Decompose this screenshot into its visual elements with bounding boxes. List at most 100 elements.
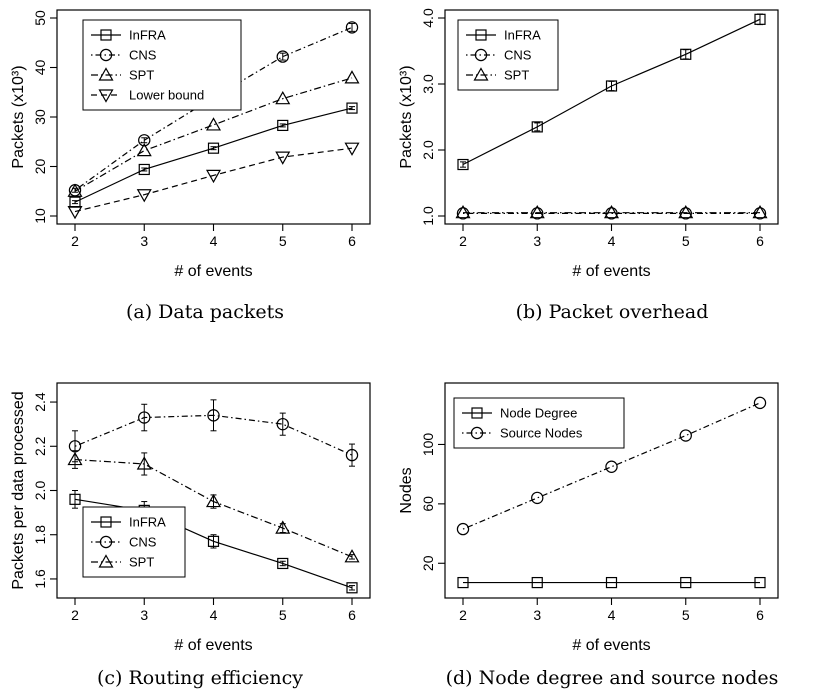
y-tick-label: 2.4 [32,392,48,412]
y-tick-label: 1.8 [32,525,48,545]
series-cns [456,207,767,220]
data-point [678,204,694,219]
x-tick-label: 6 [348,233,356,249]
x-axis-label: # of events [174,263,252,280]
legend-marker [99,535,113,549]
legend-marker [473,67,489,81]
data-point [136,456,152,470]
legend-entry: Node Degree [500,406,577,421]
data-point [680,48,692,60]
series-line [74,147,353,213]
data-point [277,557,289,570]
data-point [680,576,692,589]
y-tick-label: 1.6 [32,569,48,589]
data-point [138,163,150,176]
y-tick-label: 3.0 [420,74,436,94]
data-point [531,207,544,220]
x-tick-label: 3 [533,233,541,249]
panel-caption: (a) Data packets [126,301,284,323]
x-tick-label: 5 [279,233,287,249]
x-tick-label: 2 [459,607,467,623]
data-point [67,451,83,466]
data-point [531,121,543,133]
y-tick-label: 60 [420,496,436,512]
legend-marker [98,554,114,568]
data-point [605,460,618,473]
data-point [67,183,83,197]
y-tick-label: 2.2 [32,436,48,456]
chart-panel-2: 2 3 4 5 6 1.0 2.0 3.0 4.0 # of events Packets (x10… [398,8,779,323]
legend: InFRA CNS SPT Lower bound [82,19,242,111]
y-tick-label: 50 [32,10,48,26]
series-cns [68,399,359,467]
y-tick-label: 30 [32,109,48,125]
y-tick-label: 20 [32,159,48,175]
y-tick-label: 2.0 [32,481,48,501]
legend-entry: CNS [129,535,157,550]
data-point [531,576,543,589]
x-axis-label: # of events [572,263,650,280]
y-tick-label: 10 [32,208,48,224]
data-point [605,207,618,220]
data-point [69,493,81,505]
data-point [276,417,289,431]
legend-marker [99,48,113,62]
data-point [207,142,220,154]
data-point [346,582,358,594]
y-axis-label: Packets per data processed [10,391,27,589]
x-tick-label: 6 [756,607,764,623]
legend-marker [98,89,114,103]
data-point [67,205,83,220]
data-point [603,204,620,219]
legend-entry: CNS [504,48,532,63]
data-point [679,207,692,220]
data-point [275,151,291,165]
y-tick-label: 4.0 [420,8,436,28]
y-tick-label: 20 [420,555,436,571]
x-tick-label: 2 [71,607,79,623]
x-tick-label: 2 [459,233,467,249]
data-point [207,535,220,547]
data-point [136,142,152,157]
data-point [277,119,289,132]
data-point [753,207,767,220]
data-point [457,576,469,589]
data-point [345,21,359,34]
data-point [205,493,222,508]
series-lower-bound [67,142,360,220]
legend: InFRA CNS SPT [82,506,186,578]
y-axis-label: Packets (x10³) [10,65,27,168]
chart-panel-3: 2 3 4 5 6 1.6 1.8 2.0 2.2 2.4 # of events Packets p… [10,382,371,689]
panel-caption: (c) Routing efficiency [97,667,303,689]
data-point [344,70,360,84]
data-point [457,158,469,171]
data-point [531,491,544,505]
x-tick-label: 4 [608,607,616,623]
x-tick-label: 3 [140,607,148,623]
x-tick-label: 4 [608,233,616,249]
data-point [455,204,471,219]
panel-caption: (b) Packet overhead [516,301,709,323]
x-tick-label: 6 [348,607,356,623]
legend-entry: InFRA [129,28,166,43]
data-point [754,576,766,589]
legend-entry: SPT [504,68,529,83]
data-point [753,396,767,410]
panel-caption: (d) Node degree and source nodes [446,667,779,689]
data-point [456,522,470,536]
series-source-nodes [456,396,767,536]
data-point [138,411,151,424]
data-point [136,189,152,203]
legend-entry: SPT [129,555,154,570]
x-tick-label: 5 [682,233,690,249]
y-tick-label: 2.0 [420,140,436,160]
data-point [275,520,291,534]
y-tick-label: 1.0 [420,206,436,226]
legend-marker [475,29,487,41]
x-tick-label: 6 [756,233,764,249]
legend-box [453,397,625,449]
legend: Node Degree Source Nodes [453,397,625,449]
y-axis-label: Packets (x10³) [398,65,415,168]
x-tick-label: 3 [140,233,148,249]
x-tick-label: 4 [210,607,218,623]
